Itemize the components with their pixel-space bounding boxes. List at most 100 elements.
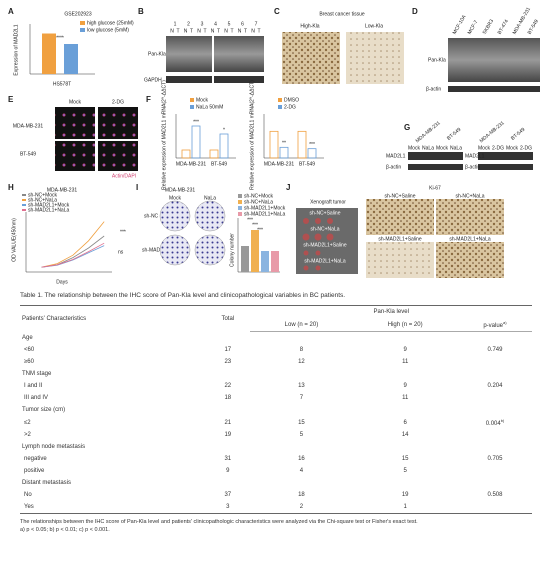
legend-label: low glucose (5mM) (87, 27, 129, 33)
table-cell: Total (205, 305, 251, 332)
blot (408, 164, 463, 170)
line (41, 235, 105, 268)
legend-swatch (238, 212, 242, 216)
figure: A GSE202923 HS578T Expression of MAD2L1 … (8, 6, 540, 285)
panel-letter: D (412, 7, 418, 16)
blot (448, 86, 540, 92)
legend-swatch (80, 21, 85, 25)
footnote: The relationships between the IHC score … (20, 518, 532, 534)
table-cell: TNM stage (22, 371, 52, 377)
image (194, 234, 226, 266)
blot (214, 36, 264, 72)
table-cell: p-valuea) (457, 318, 532, 332)
table-cell: High (n = 20) (352, 318, 458, 332)
table-cell: 4 (299, 468, 304, 474)
legend-swatch (278, 98, 282, 102)
lane-pair: N (251, 28, 255, 34)
image (436, 199, 504, 235)
table-cell: Yes (20, 501, 206, 514)
treat: NaLa (422, 145, 434, 151)
image (194, 200, 226, 232)
table-cell (458, 356, 532, 368)
table-cell: 18 (298, 492, 305, 498)
bar (297, 130, 307, 159)
image (366, 199, 434, 235)
lane-pair: N (211, 28, 215, 34)
table-row: ≤2 21 15 6 0.004b) (20, 416, 532, 429)
table-cell (457, 501, 532, 514)
bar (191, 125, 201, 159)
lane-pair: T (217, 28, 220, 34)
blot (166, 36, 212, 72)
bar (261, 251, 269, 272)
panel-letter: H (8, 183, 14, 192)
table: Patients' Characteristics Total Pan-Kla le… (20, 305, 532, 514)
cell-text: p-value (483, 323, 504, 329)
table-cell: >2 (24, 432, 31, 438)
row-label: MDA-MB-231 (13, 123, 44, 129)
image (159, 234, 191, 266)
table-cell: III and IV (24, 395, 49, 401)
panel-letter: C (274, 7, 280, 16)
lane: 6 (241, 21, 244, 27)
col-label: Mock (169, 195, 181, 201)
bar (219, 133, 229, 159)
legend-swatch (238, 194, 242, 198)
lane: 3 (201, 21, 204, 27)
footnote-line: a) p < 0.05; b) p < 0.01; c) p < 0.001. (20, 527, 110, 533)
legend-label: sh-NC+NaLa (28, 197, 57, 203)
lane-pair: N (224, 28, 228, 34)
bar (181, 149, 191, 159)
label: sh-NC+Saline (385, 193, 416, 199)
label: sh-NC+Saline (310, 210, 341, 216)
image (159, 200, 191, 232)
table-cell: 0.204 (487, 383, 503, 389)
blot (408, 152, 463, 160)
sig: ns (118, 249, 124, 255)
table-cell (458, 429, 532, 441)
lane-pair: T (203, 28, 206, 34)
lane: 2 (187, 21, 190, 27)
cell-line: MCF-7 (467, 19, 480, 35)
bar (241, 246, 249, 272)
x-label: Days (56, 279, 68, 285)
legend-swatch (238, 206, 242, 210)
table-cell (458, 392, 532, 404)
label: sh-NC+NaLa (310, 226, 339, 232)
bar (42, 33, 56, 74)
lane-pair: T (244, 28, 247, 34)
bar (271, 251, 279, 272)
lane-pair: T (257, 28, 260, 34)
table-row: positive 9 4 5 (20, 465, 532, 477)
blot (166, 76, 212, 83)
blot (478, 164, 533, 170)
table-cell: 5 (403, 468, 407, 474)
panel-title: GSE202923 (64, 11, 91, 17)
treat: Mock (436, 145, 448, 151)
table-cell: Distant metastasis (22, 480, 72, 486)
table-cell: 7 (299, 395, 304, 401)
blot (448, 38, 540, 82)
table-cell: 18 (224, 395, 232, 401)
image (98, 107, 138, 139)
image (366, 242, 434, 278)
image (436, 242, 504, 278)
table-cell: Lymph node metastasis (22, 444, 86, 450)
legend-label: sh-MAD2L1+NaLa (28, 207, 69, 213)
y-label: Colony number (229, 233, 235, 267)
bar (251, 230, 259, 272)
treat: NaLa (450, 145, 462, 151)
y-label: Relative expression of MAD2L1 mRNA(2^-ΔΔ… (249, 80, 255, 190)
table-cell: 6 (403, 419, 407, 426)
sig: * (223, 127, 225, 133)
table-cell: negative (24, 456, 47, 462)
lane: 7 (255, 21, 258, 27)
line (41, 221, 105, 268)
treat: Mock (478, 145, 490, 151)
table-cell: 37 (224, 492, 232, 498)
table-cell: 15 (401, 456, 409, 462)
label: sh-NC+NaLa (455, 193, 484, 199)
note: b) (500, 418, 505, 423)
lane-pair: N (170, 28, 174, 34)
lane-pair: T (176, 28, 179, 34)
